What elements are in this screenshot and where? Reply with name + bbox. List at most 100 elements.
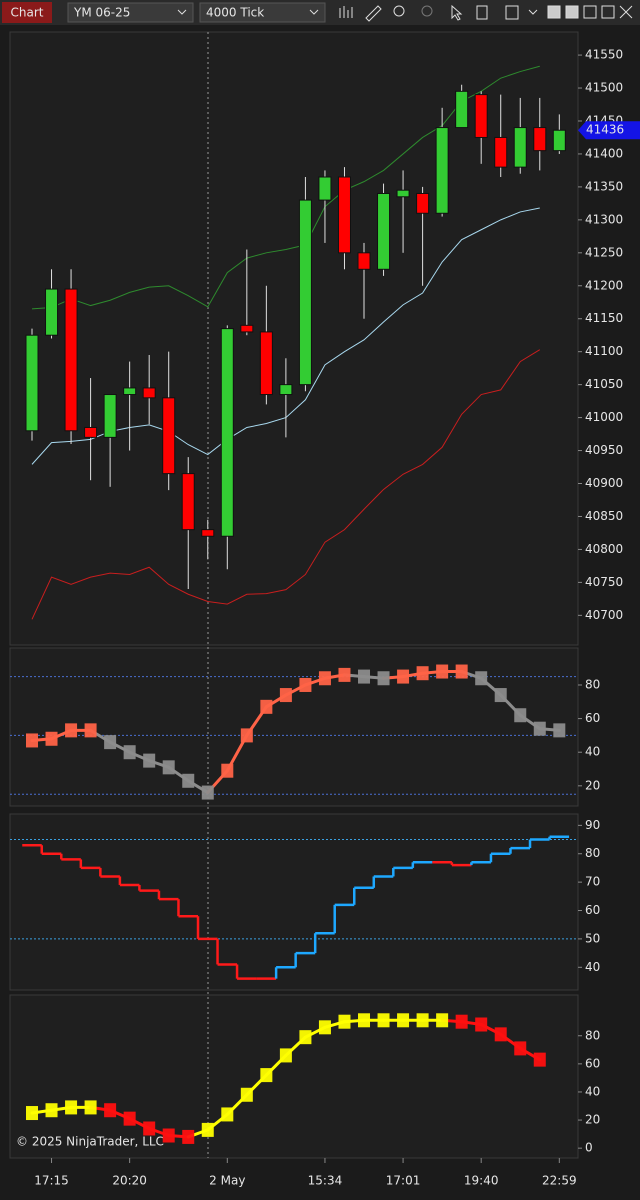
- interval-label: 4000 Tick: [206, 6, 264, 20]
- candle-body: [494, 136, 508, 168]
- indicator-square: [123, 1111, 136, 1126]
- zoom-in-icon[interactable]: [393, 5, 405, 17]
- y-tick-label: 40700: [585, 608, 623, 622]
- maximize-button[interactable]: [601, 5, 615, 19]
- x-tick-label: 2 May: [209, 1174, 245, 1188]
- more-icon[interactable]: [528, 9, 538, 15]
- minimize-button[interactable]: [583, 5, 597, 19]
- indicator-square: [123, 745, 136, 760]
- y-tick-label: 0: [585, 1141, 593, 1155]
- indicator-square: [299, 677, 312, 692]
- indicator-square: [26, 1106, 38, 1121]
- instrument-label: YM 06-25: [73, 6, 130, 20]
- indicator-square: [318, 671, 331, 686]
- indicator-square: [260, 1068, 273, 1083]
- indicator-square: [318, 1020, 331, 1035]
- y-tick-label: 41150: [585, 311, 623, 325]
- y-tick-label: 80: [585, 1028, 600, 1042]
- tile-icon[interactable]: [565, 5, 579, 19]
- indicator-square: [45, 731, 58, 746]
- indicator-square: [104, 735, 117, 750]
- template-icon[interactable]: [505, 5, 519, 20]
- y-tick-label: 40: [585, 745, 600, 759]
- candle-body: [64, 288, 78, 432]
- candle-body: [84, 426, 98, 438]
- indicator-square: [475, 1017, 488, 1032]
- candle-body: [162, 397, 176, 475]
- indicator-square: [416, 1013, 429, 1028]
- indicator-square: [201, 1122, 214, 1137]
- candle-body: [357, 252, 371, 270]
- indicator-square: [162, 1128, 175, 1143]
- indicator-square: [358, 669, 371, 684]
- y-tick-label: 40750: [585, 575, 623, 589]
- candle-body: [259, 331, 273, 396]
- indicator-square: [143, 753, 156, 768]
- indicator-square: [514, 708, 527, 723]
- close-button[interactable]: [619, 5, 633, 19]
- y-tick-label: 60: [585, 1056, 600, 1070]
- candle-body: [337, 176, 351, 254]
- bar-type-icon[interactable]: [339, 6, 353, 18]
- candle-body: [123, 387, 137, 396]
- zoom-out-icon[interactable]: [421, 5, 433, 17]
- y-tick-label: 80: [585, 677, 600, 691]
- candle-body: [298, 199, 312, 386]
- y-tick-label: 41350: [585, 179, 623, 193]
- draw-icon[interactable]: [365, 5, 382, 22]
- toolbar: Chart YM 06-25 4000 Tick: [0, 0, 640, 25]
- y-tick-label: 50: [585, 931, 600, 945]
- indicator-square: [182, 1129, 195, 1144]
- price-marker-label: 41436: [586, 123, 624, 137]
- x-tick-label: 17:15: [34, 1174, 69, 1188]
- indicator-square: [436, 664, 449, 679]
- toolbar-icons: [339, 4, 633, 22]
- tile-icon[interactable]: [547, 5, 561, 19]
- pointer-icon[interactable]: [451, 4, 463, 21]
- interval-select[interactable]: [199, 2, 326, 23]
- y-tick-label: 41000: [585, 410, 623, 424]
- indicator-square: [221, 1107, 234, 1122]
- indicator-square: [397, 1013, 410, 1028]
- candle-body: [220, 328, 234, 537]
- candle-body: [396, 189, 410, 198]
- candle-body: [435, 127, 449, 214]
- candle-body: [416, 192, 430, 214]
- y-tick-label: 60: [585, 903, 600, 917]
- indicator-square: [533, 721, 546, 736]
- indicator-square: [416, 666, 429, 681]
- indicator-square: [26, 733, 38, 748]
- indicator-square: [377, 1013, 390, 1028]
- indicator-square: [45, 1103, 58, 1118]
- step-panel: [9, 813, 579, 991]
- candle-body: [474, 94, 488, 138]
- properties-icon[interactable]: [476, 5, 488, 20]
- indicator-square: [84, 723, 97, 738]
- y-tick-label: 40950: [585, 443, 623, 457]
- y-tick-label: 90: [585, 818, 600, 832]
- x-tick-label: 20:20: [112, 1174, 147, 1188]
- price-marker: [578, 121, 640, 140]
- indicator-square: [104, 1103, 117, 1118]
- indicator-square: [65, 1100, 78, 1115]
- candle-body: [318, 176, 332, 201]
- indicator-square: [162, 760, 175, 775]
- indicator-square: [182, 773, 195, 788]
- candle-body: [240, 324, 254, 333]
- y-tick-label: 40800: [585, 542, 623, 556]
- y-tick-label: 41500: [585, 81, 623, 95]
- y-tick-label: 40850: [585, 509, 623, 523]
- indicator-square: [279, 688, 292, 703]
- y-tick-label: 41200: [585, 278, 623, 292]
- candle-body: [103, 394, 117, 438]
- indicator-square: [436, 1013, 449, 1028]
- chart-tab[interactable]: [2, 2, 52, 23]
- indicator-square: [84, 1100, 97, 1115]
- indicator-square: [514, 1041, 527, 1056]
- y-tick-label: 70: [585, 875, 600, 889]
- candle-body: [142, 387, 156, 399]
- instrument-select[interactable]: [67, 2, 194, 23]
- price-panel: [9, 31, 579, 646]
- indicator-square: [65, 723, 78, 738]
